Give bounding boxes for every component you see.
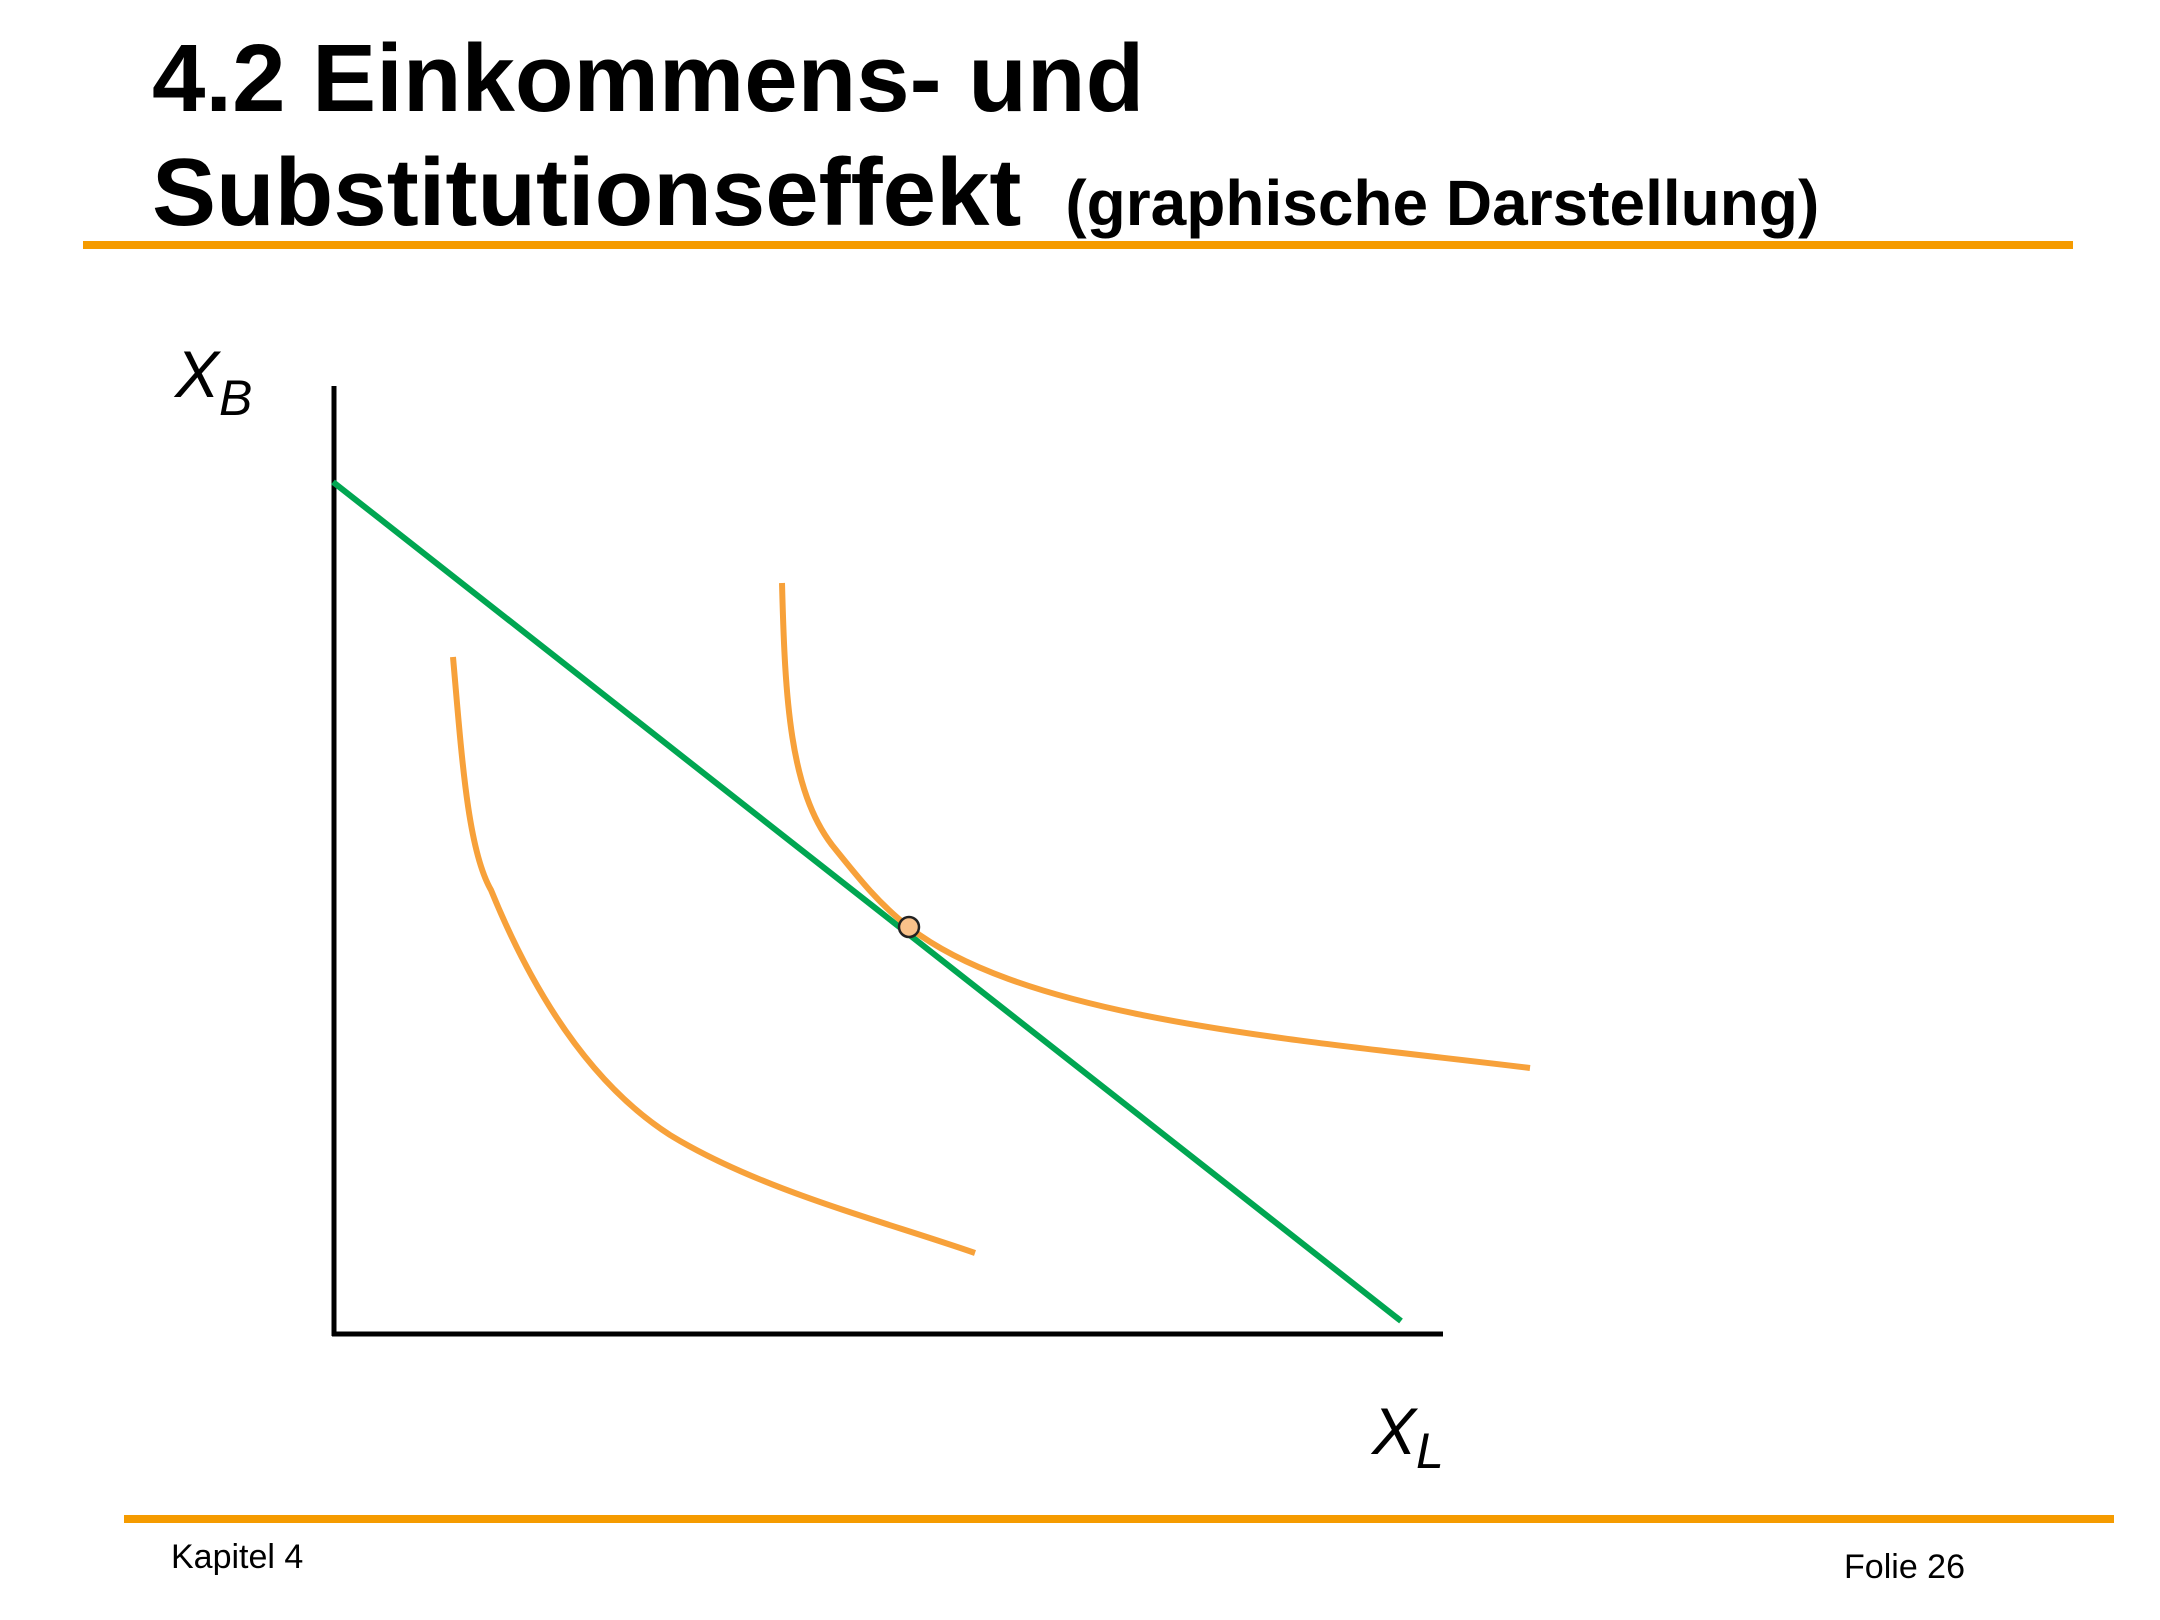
x-axis-label: XL: [1370, 1394, 1444, 1479]
x-axis-label-subscript: L: [1416, 1423, 1444, 1479]
title-subtitle: (graphische Darstellung): [1065, 167, 1820, 239]
title-divider: [83, 241, 2073, 249]
indifference-curve-high: [779, 582, 1531, 1071]
footer-divider: [124, 1515, 2114, 1523]
title-line-1: 4.2 Einkommens- und: [152, 25, 1145, 132]
y-axis-label-subscript: B: [219, 370, 252, 426]
x-axis-label-main: X: [1370, 1394, 1419, 1468]
tangency-point: [897, 915, 921, 939]
indifference-curve-low: [450, 656, 976, 1256]
budget-line: [331, 479, 1403, 1324]
title-line-2: Substitutionseffekt (graphische Darstellu…: [152, 136, 1819, 260]
slide-title: 4.2 Einkommens- und Substitutionseffekt (…: [152, 22, 1819, 260]
chapter-label: Kapitel 4: [171, 1538, 304, 1576]
y-axis-label-main: X: [173, 337, 222, 411]
slide-number: Folie 26: [1844, 1548, 1965, 1586]
y-axis-label: XB: [173, 337, 252, 426]
title-main-text: Substitutionseffekt: [152, 139, 1022, 246]
